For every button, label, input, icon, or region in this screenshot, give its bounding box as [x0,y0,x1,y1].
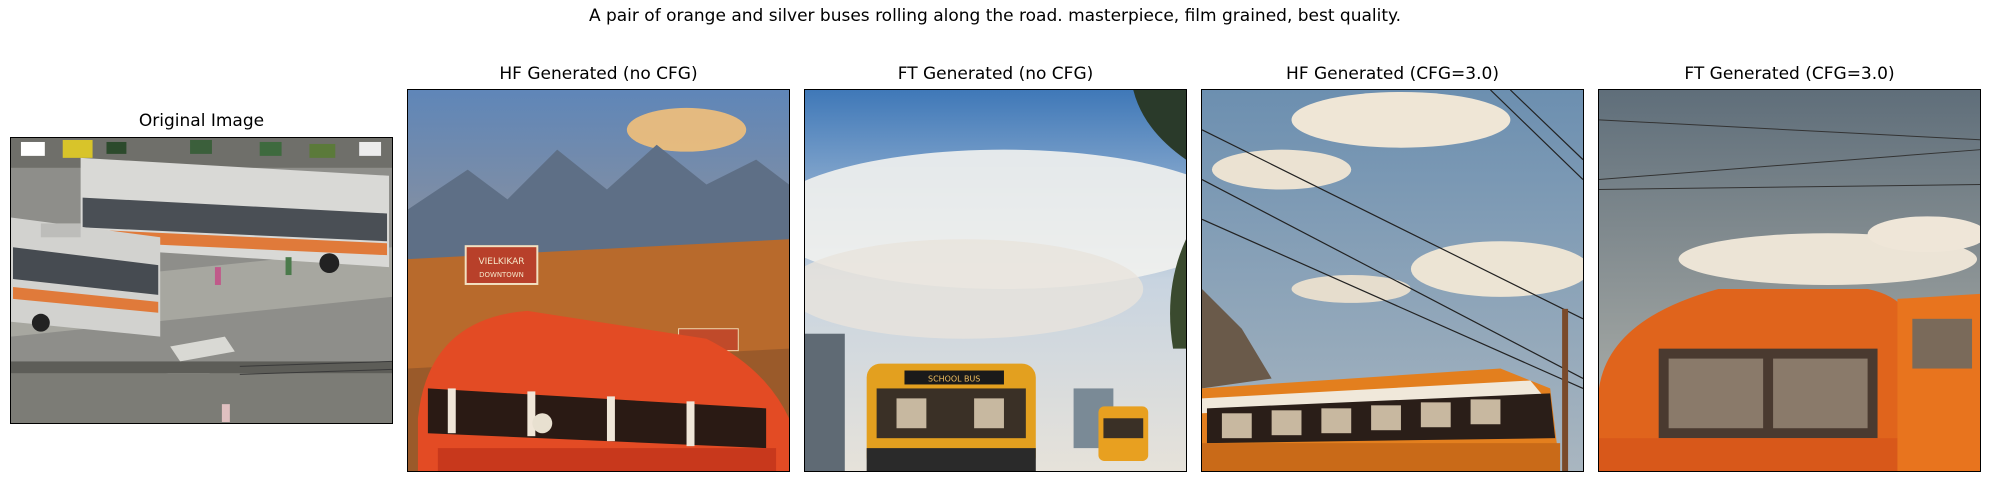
panel-title-hf-cfg: HF Generated (CFG=3.0) [1286,64,1499,84]
hf-generated-cfg-image [1201,89,1584,472]
billboard-subtext: DOWNTOWN [479,271,524,279]
ft-generated-cfg-image [1598,89,1981,472]
panel-title-hf-no-cfg: HF Generated (no CFG) [499,64,698,84]
billboard-text: VIELKIKAR [479,257,525,267]
panel-title-original: Original Image [138,111,265,131]
figure-title: A pair of orange and silver buses rollin… [588,6,1402,26]
original-image [10,137,393,424]
hf-generated-no-cfg-image: VIELKIKAR DOWNTOWN [407,89,790,472]
panel-title-ft-cfg: FT Generated (CFG=3.0) [1684,64,1895,84]
ft-generated-no-cfg-image: SCHOOL BUS [804,89,1187,472]
bus-destination-text: SCHOOL BUS [928,374,980,383]
panel-title-ft-no-cfg: FT Generated (no CFG) [897,64,1094,84]
